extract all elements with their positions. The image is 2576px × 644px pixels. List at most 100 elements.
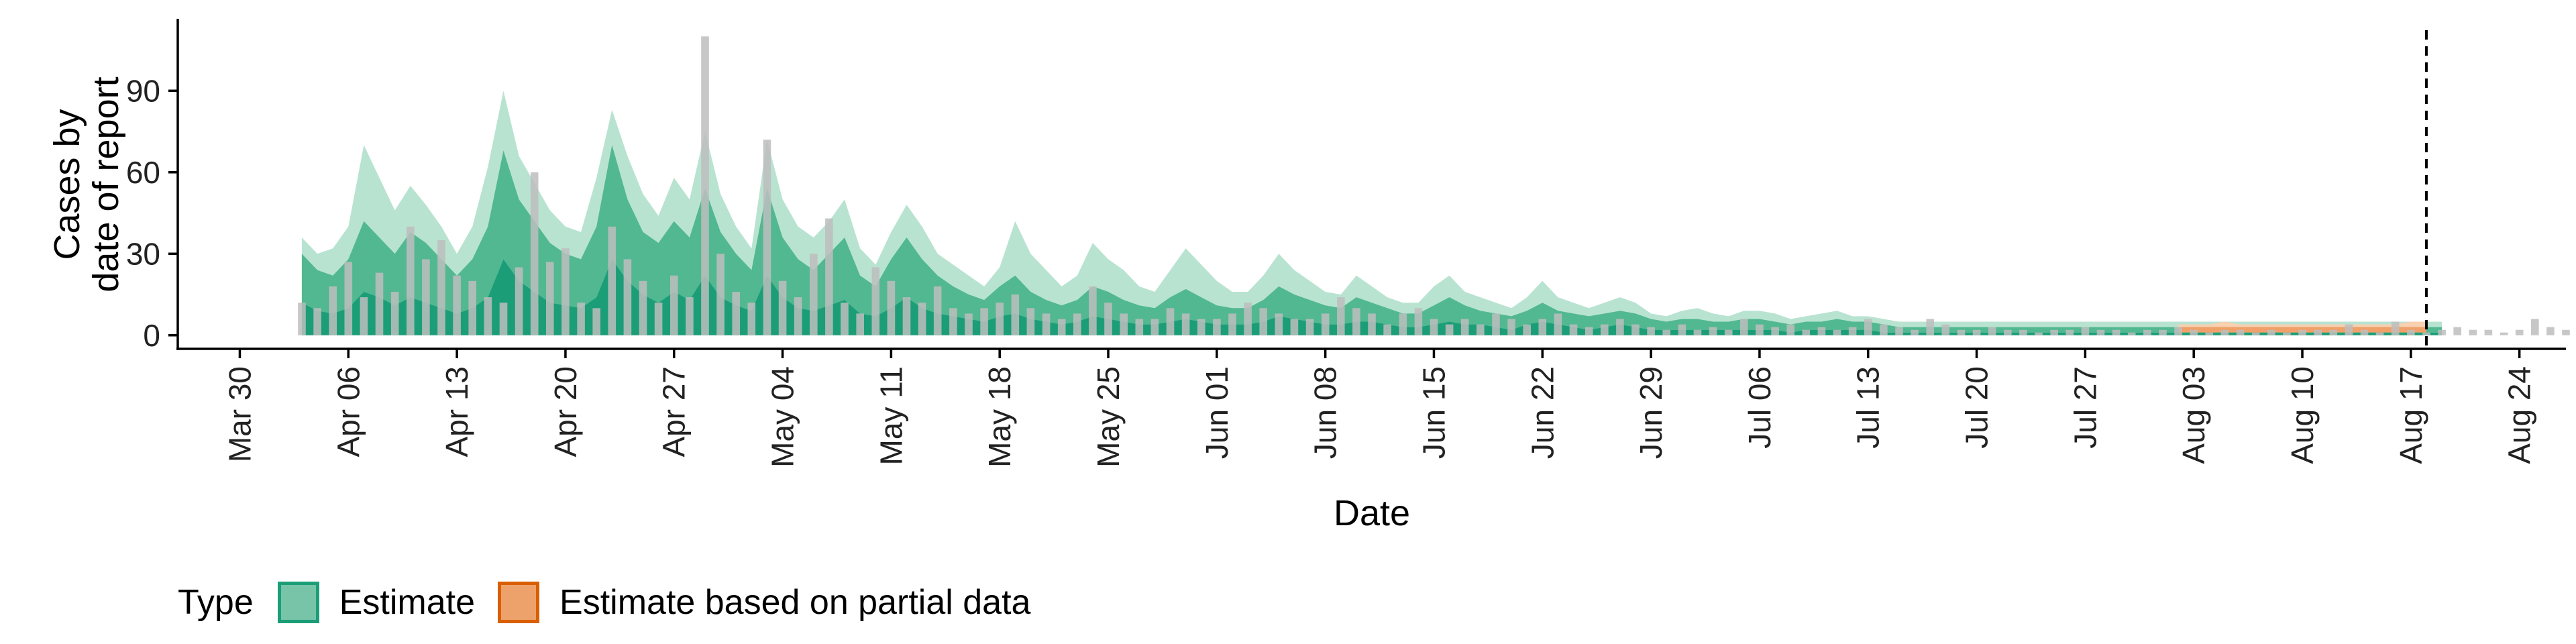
case-bar: [2065, 329, 2074, 335]
x-tick-label: May 04: [765, 366, 800, 468]
case-bar: [1569, 324, 1578, 335]
case-bar: [1197, 319, 1205, 335]
case-bar: [1057, 319, 1066, 335]
case-bar: [1011, 294, 1020, 335]
case-bar: [375, 272, 384, 335]
case-bar: [1352, 308, 1360, 335]
case-bar: [2251, 332, 2260, 335]
case-bar: [1911, 329, 1919, 335]
x-tick-label: Jun 29: [1633, 366, 1668, 459]
x-tick-label: Aug 17: [2394, 366, 2428, 464]
case-bar: [1368, 313, 1376, 335]
case-bar: [1104, 303, 1112, 335]
case-bar: [2391, 321, 2400, 335]
case-bar: [2531, 319, 2539, 335]
case-bar: [996, 303, 1004, 335]
case-bar: [2422, 332, 2430, 335]
case-bar: [747, 303, 756, 335]
case-bar: [1445, 324, 1454, 335]
case-bar: [530, 172, 539, 335]
case-bar: [1414, 308, 1423, 335]
x-tick-label: Jul 06: [1742, 366, 1777, 449]
case-bar: [1957, 329, 1966, 335]
case-bar: [887, 280, 896, 335]
case-bar: [1477, 324, 1485, 335]
case-bar: [1631, 324, 1640, 335]
x-tick-label: Jun 22: [1525, 366, 1560, 459]
case-bar: [1554, 313, 1562, 335]
plot-area: [298, 30, 2570, 349]
x-tick-label: Jul 20: [1960, 366, 1994, 449]
case-bar: [298, 303, 306, 335]
case-bar: [1786, 324, 1794, 335]
case-bar: [2314, 329, 2322, 335]
case-bar: [1771, 327, 1779, 335]
case-bar: [1709, 327, 1717, 335]
case-bar: [2143, 329, 2151, 335]
x-tick-label: Mar 30: [222, 366, 257, 462]
case-bar: [1089, 286, 1097, 335]
case-bar: [313, 308, 321, 335]
case-bar: [1724, 329, 1733, 335]
x-tick-label: Apr 27: [657, 366, 692, 458]
case-bar: [1507, 319, 1515, 335]
case-bar: [1026, 308, 1035, 335]
case-bar: [422, 259, 430, 335]
case-bar: [561, 248, 570, 335]
estimate-band-lower: [301, 259, 2443, 335]
case-bar: [1166, 308, 1175, 335]
legend-label-estimate: Estimate: [339, 583, 476, 622]
case-bar: [1337, 297, 1345, 335]
case-bar: [1228, 313, 1236, 335]
y-axis-title-line: date of report: [86, 76, 126, 292]
case-bar: [825, 218, 833, 335]
case-bar: [918, 303, 926, 335]
case-bar: [1460, 319, 1469, 335]
x-tick-label: May 25: [1091, 366, 1126, 468]
case-bar: [2205, 332, 2214, 335]
case-bar: [763, 140, 771, 335]
case-bar: [732, 292, 740, 335]
case-bar: [2220, 329, 2229, 335]
case-bar: [701, 36, 709, 335]
case-bar: [1616, 319, 1624, 335]
case-bar: [965, 313, 973, 335]
y-axis-title: Cases bydate of report: [47, 76, 126, 292]
case-bar: [902, 297, 911, 335]
case-bar: [1817, 327, 1826, 335]
case-bar: [1538, 319, 1547, 335]
case-bar: [515, 267, 523, 335]
case-bar: [2283, 332, 2291, 335]
case-bar: [407, 226, 415, 335]
case-bar: [1073, 313, 1081, 335]
case-bar: [1120, 313, 1128, 335]
case-bar: [1181, 313, 1190, 335]
case-bar: [453, 275, 461, 335]
case-bar: [390, 292, 399, 335]
x-tick-label: Jun 08: [1308, 366, 1343, 459]
case-bar: [360, 297, 368, 335]
case-bar: [1848, 327, 1857, 335]
x-tick-label: May 18: [982, 366, 1017, 468]
y-axis-title-line: Cases by: [47, 109, 87, 260]
case-bar: [2081, 327, 2090, 335]
case-bar: [484, 297, 492, 335]
case-bar: [1864, 319, 1872, 335]
case-bar: [1585, 327, 1593, 335]
case-bar: [810, 254, 818, 335]
case-bar: [2360, 329, 2369, 335]
case-bar: [499, 303, 508, 335]
case-bar: [1693, 329, 1702, 335]
case-bar: [577, 303, 585, 335]
chart: 0 30 60 90 Mar 30 Apr 06 Apr 13 Apr 20 Apr 27 May…: [47, 19, 2570, 533]
case-bar: [2500, 332, 2508, 335]
case-bar: [1988, 327, 1996, 335]
case-bar: [2329, 329, 2338, 335]
case-bar: [437, 240, 445, 335]
case-bar: [1213, 319, 1221, 335]
case-bar: [2112, 329, 2121, 335]
case-bar: [2127, 332, 2136, 335]
case-bar: [1740, 319, 1748, 335]
case-bar: [2298, 329, 2306, 335]
x-tick-label: Apr 06: [331, 366, 366, 458]
